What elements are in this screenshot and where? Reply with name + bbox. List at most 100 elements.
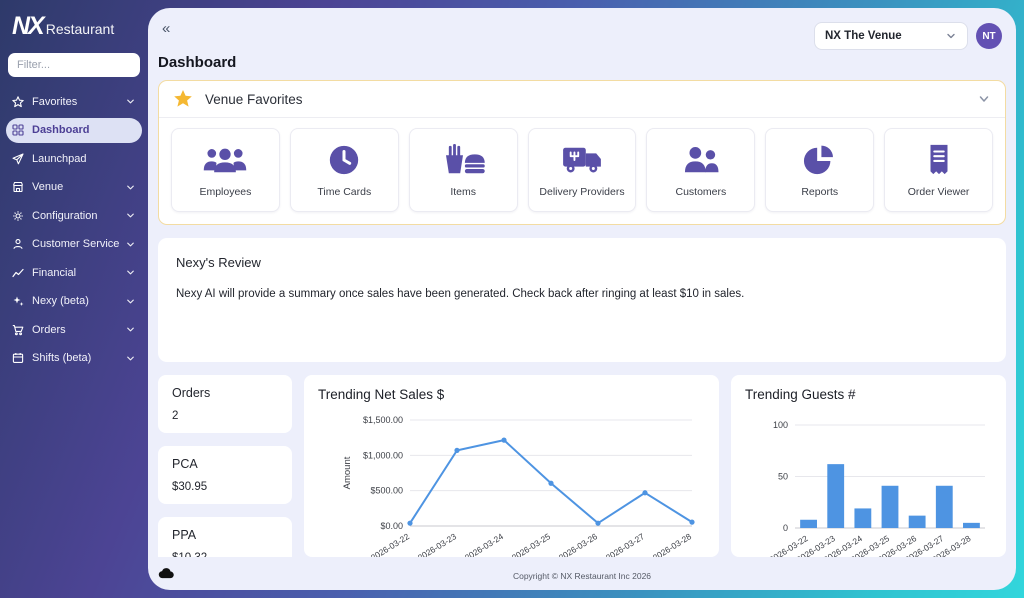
star-icon: [12, 95, 24, 108]
sidebar-item-label: Configuration: [32, 209, 98, 222]
favorite-card-employees[interactable]: Employees: [171, 128, 280, 212]
chevron-down-icon: [125, 353, 136, 364]
svg-text:$1,500.00: $1,500.00: [363, 415, 403, 425]
net-sales-chart: $0.00 $500.00 $1,000.00 $1,500.00 2026-03-22…: [318, 406, 705, 557]
user-avatar[interactable]: NT: [976, 23, 1002, 49]
favorites-star-icon: [173, 89, 193, 109]
brand-logo-name: Restaurant: [45, 21, 115, 37]
sidebar-item-label: Shifts (beta): [32, 352, 92, 364]
chevron-down-icon: [125, 296, 136, 307]
favorite-card-items[interactable]: Items: [408, 128, 518, 212]
venue-favorites-title: Venue Favorites: [205, 91, 303, 107]
divider: [159, 117, 1005, 118]
sidebar-item-label: Dashboard: [32, 124, 90, 136]
favorite-card-order-viewer[interactable]: Order Viewer: [884, 128, 994, 212]
stat-label: PPA: [172, 528, 197, 542]
svg-text:Amount: Amount: [342, 456, 353, 489]
sidebar-item-financial[interactable]: Financial: [6, 260, 142, 285]
svg-text:$1,000.00: $1,000.00: [363, 450, 403, 460]
chevron-down-icon: [125, 324, 136, 335]
guests-chart-title: Trending Guests #: [745, 387, 856, 402]
main-content: « NX The Venue NT Dashboard Venue Favori…: [148, 8, 1016, 590]
clock-icon: [321, 142, 367, 178]
sidebar-item-label: Venue: [32, 181, 64, 193]
sidebar-item-launchpad[interactable]: Launchpad: [6, 146, 142, 171]
svg-text:2026-03-25: 2026-03-25: [510, 531, 552, 557]
favorite-card-customers[interactable]: Customers: [646, 128, 756, 212]
guests-chart: 0 50 100 2026-03-22 2026-03-23 2026-03-24 2026…: [745, 406, 992, 557]
delivery-truck-icon: [559, 142, 605, 178]
receipt-icon: [916, 142, 962, 178]
calendar-icon: [12, 352, 24, 364]
paper-plane-icon: [12, 152, 24, 165]
stat-value: $10.32: [172, 552, 278, 557]
gear-icon: [12, 210, 24, 222]
svg-text:0: 0: [783, 523, 788, 533]
favorite-card-label: Customers: [675, 186, 727, 198]
storefront-icon: [12, 181, 24, 193]
svg-text:50: 50: [778, 472, 788, 482]
favorite-card-label: Delivery Providers: [539, 186, 625, 198]
customers-icon: [678, 142, 724, 178]
nexy-review-body: Nexy AI will provide a summary once sale…: [176, 288, 745, 300]
venue-selector[interactable]: NX The Venue: [814, 22, 968, 50]
svg-text:2026-03-27: 2026-03-27: [604, 531, 646, 557]
employees-icon: [202, 142, 248, 178]
venue-favorites-header[interactable]: Venue Favorites: [159, 81, 1005, 117]
favorite-card-label: Employees: [199, 186, 252, 198]
sidebar-item-label: Launchpad: [32, 152, 87, 165]
sidebar-item-favorites[interactable]: Favorites: [6, 89, 142, 114]
chevron-down-icon: [125, 182, 136, 193]
sidebar-item-label: Nexy (beta): [32, 295, 89, 307]
collapse-sidebar-icon[interactable]: «: [162, 20, 171, 37]
net-sales-chart-card: Trending Net Sales $ $0.00 $500.00 $1,000.…: [304, 375, 719, 557]
sidebar-item-orders[interactable]: Orders: [6, 317, 142, 342]
copyright-text: Copyright © NX Restaurant Inc 2026: [512, 571, 652, 581]
topbar: « NX The Venue NT: [148, 8, 1016, 50]
guests-chart-card: Trending Guests # 0 50 100 2026-03-22 2026-0…: [731, 375, 1006, 557]
venue-favorites-panel: Venue Favorites Employees Time: [158, 80, 1006, 225]
stat-value: 2: [172, 410, 179, 422]
brand-logo: NX Restaurant: [0, 8, 148, 51]
chevron-down-icon: [945, 30, 957, 42]
sidebar-item-configuration[interactable]: Configuration: [6, 203, 142, 228]
svg-text:$0.00: $0.00: [380, 521, 403, 531]
svg-text:2026-03-28: 2026-03-28: [651, 531, 693, 557]
sidebar-item-dashboard[interactable]: Dashboard: [6, 117, 142, 143]
sidebar-item-customer-service[interactable]: Customer Service: [6, 232, 142, 257]
sidebar-item-label: Orders: [32, 323, 66, 336]
chevron-down-icon: [125, 96, 136, 107]
favorite-card-label: Order Viewer: [907, 186, 970, 198]
favorite-card-label: Items: [450, 186, 476, 198]
sidebar-item-label: Customer Service: [32, 238, 120, 250]
sidebar-item-label: Favorites: [32, 95, 78, 108]
favorite-card-reports[interactable]: Reports: [765, 128, 875, 212]
kpi-and-charts-row: Orders 2 PCA $30.95 PPA $10.32 Trending …: [158, 375, 1006, 557]
sidebar: NX Restaurant Favorites Dashboard: [0, 0, 148, 598]
sidebar-filter-input[interactable]: [8, 53, 140, 77]
net-sales-chart-title: Trending Net Sales $: [318, 387, 445, 402]
chevron-down-icon: [125, 239, 136, 250]
pca-stat-card: PCA $30.95: [158, 446, 292, 504]
cart-icon: [12, 324, 24, 336]
svg-text:$500.00: $500.00: [370, 486, 403, 496]
chevron-down-icon[interactable]: [977, 92, 991, 106]
orders-stat-card: Orders 2: [158, 375, 292, 433]
sidebar-item-nexy[interactable]: Nexy (beta): [6, 289, 142, 314]
favorite-card-delivery-providers[interactable]: Delivery Providers: [527, 128, 637, 212]
sidebar-item-venue[interactable]: Venue: [6, 175, 142, 200]
sidebar-item-label: Financial: [32, 266, 77, 279]
nexy-review-title: Nexy's Review: [176, 255, 261, 270]
svg-text:2026-03-26: 2026-03-26: [557, 531, 599, 557]
stat-label: Orders: [172, 386, 211, 400]
svg-text:100: 100: [773, 420, 788, 430]
favorite-card-time-cards[interactable]: Time Cards: [289, 128, 399, 212]
svg-text:2026-03-22: 2026-03-22: [369, 531, 411, 557]
sidebar-item-shifts[interactable]: Shifts (beta): [6, 346, 142, 371]
ppa-stat-card: PPA $10.32: [158, 517, 292, 557]
favorite-card-label: Reports: [801, 186, 839, 198]
stats-column: Orders 2 PCA $30.95 PPA $10.32: [158, 375, 292, 557]
favorites-card-row: Employees Time Cards Items: [159, 118, 1005, 224]
sidebar-nav: Favorites Dashboard Launchpad: [0, 87, 148, 376]
